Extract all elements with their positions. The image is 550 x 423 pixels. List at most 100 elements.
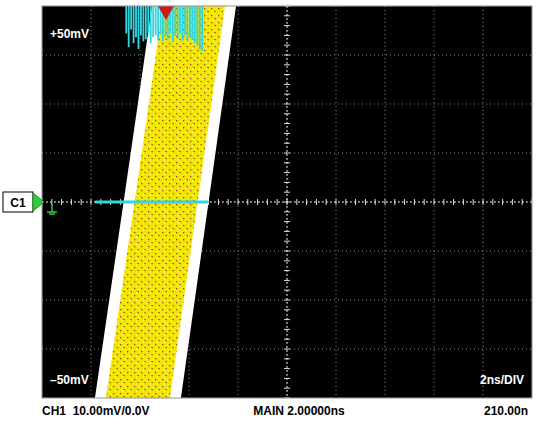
minor-tick — [492, 199, 493, 205]
minor-tick — [443, 199, 444, 205]
status-text: CH1 10.00mV/0.0V — [42, 404, 149, 418]
histogram-bar — [145, 6, 147, 39]
minor-tick — [284, 133, 290, 134]
histogram-bar — [189, 6, 191, 37]
minor-tick — [257, 199, 258, 205]
minor-tick — [284, 270, 290, 271]
ground-symbol — [47, 204, 57, 214]
minor-tick — [284, 388, 290, 389]
minor-tick — [284, 260, 290, 261]
x-grid-line — [385, 6, 386, 398]
y-grid-line — [42, 104, 532, 105]
minor-tick — [284, 84, 290, 85]
histogram-bar — [191, 6, 193, 40]
minor-tick — [306, 199, 307, 205]
minor-tick — [284, 74, 290, 75]
minor-tick — [394, 199, 395, 205]
histogram-bar — [194, 6, 196, 43]
minor-tick — [284, 300, 290, 301]
minor-tick — [336, 199, 337, 205]
minor-tick — [284, 172, 290, 173]
minor-tick — [284, 153, 290, 154]
histogram-bar — [196, 6, 198, 45]
channel-arrow — [33, 193, 44, 211]
minor-tick — [473, 199, 474, 205]
minor-tick — [71, 199, 72, 205]
minor-tick — [284, 349, 290, 350]
minor-tick — [284, 162, 290, 163]
minor-tick — [267, 199, 268, 205]
minor-tick — [284, 45, 290, 46]
minor-tick — [424, 199, 425, 205]
status-text: MAIN 2.00000ns — [253, 404, 345, 418]
histogram-bar — [138, 6, 140, 49]
histogram-bar — [130, 6, 132, 30]
center-h-line — [42, 202, 532, 203]
minor-tick — [404, 199, 405, 205]
minor-tick — [453, 199, 454, 205]
minor-tick — [365, 199, 366, 205]
histogram-bar — [133, 6, 135, 43]
scope-screenshot: +50mV–50mV2ns/DIVC1CH1 10.00mV/0.0VMAIN … — [0, 0, 550, 423]
x-grid-line — [336, 6, 337, 398]
data-area — [92, 6, 240, 398]
y-grid-line — [42, 153, 532, 154]
minor-tick — [385, 199, 386, 205]
minor-tick — [284, 55, 290, 56]
minor-tick — [284, 202, 290, 203]
channel-label: C1 — [10, 196, 26, 210]
minor-tick — [284, 241, 290, 242]
minor-tick — [326, 199, 327, 205]
histogram-bar — [179, 6, 181, 33]
minor-tick — [284, 113, 290, 114]
minor-tick — [284, 15, 290, 16]
status-text: 210.00n — [484, 404, 528, 418]
minor-tick — [228, 199, 229, 205]
minor-tick — [512, 199, 513, 205]
minor-tick — [238, 199, 239, 205]
minor-tick — [284, 251, 290, 252]
histogram-bar — [147, 6, 149, 33]
y-grid-line — [42, 55, 532, 56]
minor-tick — [284, 123, 290, 124]
minor-tick — [463, 199, 464, 205]
histogram-bar — [201, 6, 203, 51]
minor-tick — [284, 339, 290, 340]
screen-frame — [42, 6, 532, 398]
minor-tick — [218, 199, 219, 205]
histogram-bar — [155, 6, 157, 35]
annotation: +50mV — [50, 27, 89, 41]
minor-tick — [284, 329, 290, 330]
minor-tick — [277, 199, 278, 205]
minor-tick — [284, 64, 290, 65]
y-grid-line — [42, 202, 532, 203]
minor-tick — [414, 199, 415, 205]
annotation: –50mV — [50, 373, 89, 387]
histogram-window — [95, 201, 209, 204]
eye-band — [92, 6, 240, 398]
histogram-bar — [140, 6, 142, 35]
histogram-bar — [135, 6, 137, 37]
histogram-bar — [152, 6, 154, 37]
minor-tick — [284, 25, 290, 26]
histogram-bar — [172, 6, 174, 42]
histogram-bar — [128, 6, 130, 47]
cursor-marker — [158, 6, 174, 20]
minor-tick — [284, 211, 290, 212]
minor-tick — [355, 199, 356, 205]
x-grid-line — [91, 6, 92, 398]
minor-tick — [284, 143, 290, 144]
histogram-bar — [199, 6, 201, 49]
minor-tick — [91, 199, 92, 205]
minor-tick — [316, 199, 317, 205]
x-grid-line — [434, 6, 435, 398]
histogram-bar — [125, 6, 127, 33]
minor-tick — [345, 199, 346, 205]
minor-tick — [284, 319, 290, 320]
minor-tick — [284, 358, 290, 359]
minor-tick — [247, 199, 248, 205]
histogram-bar — [184, 6, 186, 35]
minor-tick — [284, 182, 290, 183]
minor-tick — [284, 378, 290, 379]
minor-tick — [522, 199, 523, 205]
